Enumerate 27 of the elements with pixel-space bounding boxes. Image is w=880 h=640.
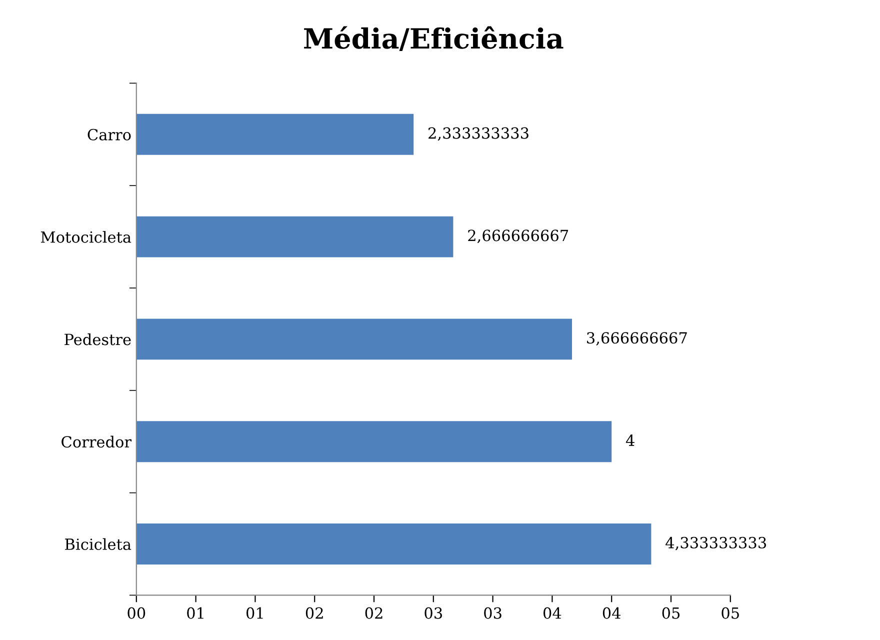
data-label: 3,666666667 <box>587 332 687 346</box>
x-tick-label: 02 <box>365 607 382 619</box>
x-tick-label: 04 <box>543 607 562 619</box>
chart-title: Média/Eficiência <box>304 26 564 52</box>
y-tick-label: Corredor <box>62 436 132 448</box>
x-tick-label: 04 <box>602 607 621 619</box>
bar <box>136 524 652 564</box>
data-label: 4,333333333 <box>666 536 766 550</box>
bar <box>136 421 612 462</box>
x-tick-label: 01 <box>246 607 263 619</box>
x-tick-label: 03 <box>424 607 442 619</box>
data-label: 4 <box>626 434 634 446</box>
x-tick-label: 01 <box>187 607 204 619</box>
x-tick-label: 02 <box>306 607 323 619</box>
bar <box>136 318 572 360</box>
y-tick-label: Bicicleta <box>65 538 132 550</box>
x-tick-label: 05 <box>662 607 680 619</box>
bar <box>136 114 414 155</box>
bar <box>136 216 454 258</box>
data-label: 2,666666667 <box>468 230 568 244</box>
data-label: 2,333333333 <box>428 127 528 141</box>
x-tick-label: 00 <box>128 607 146 619</box>
y-tick-label: Carro <box>88 128 131 140</box>
y-tick-label: Motocicleta <box>40 230 132 243</box>
y-tick-label: Pedestre <box>64 333 131 346</box>
x-tick-label: 03 <box>484 607 502 619</box>
x-tick-label: 05 <box>722 607 739 619</box>
